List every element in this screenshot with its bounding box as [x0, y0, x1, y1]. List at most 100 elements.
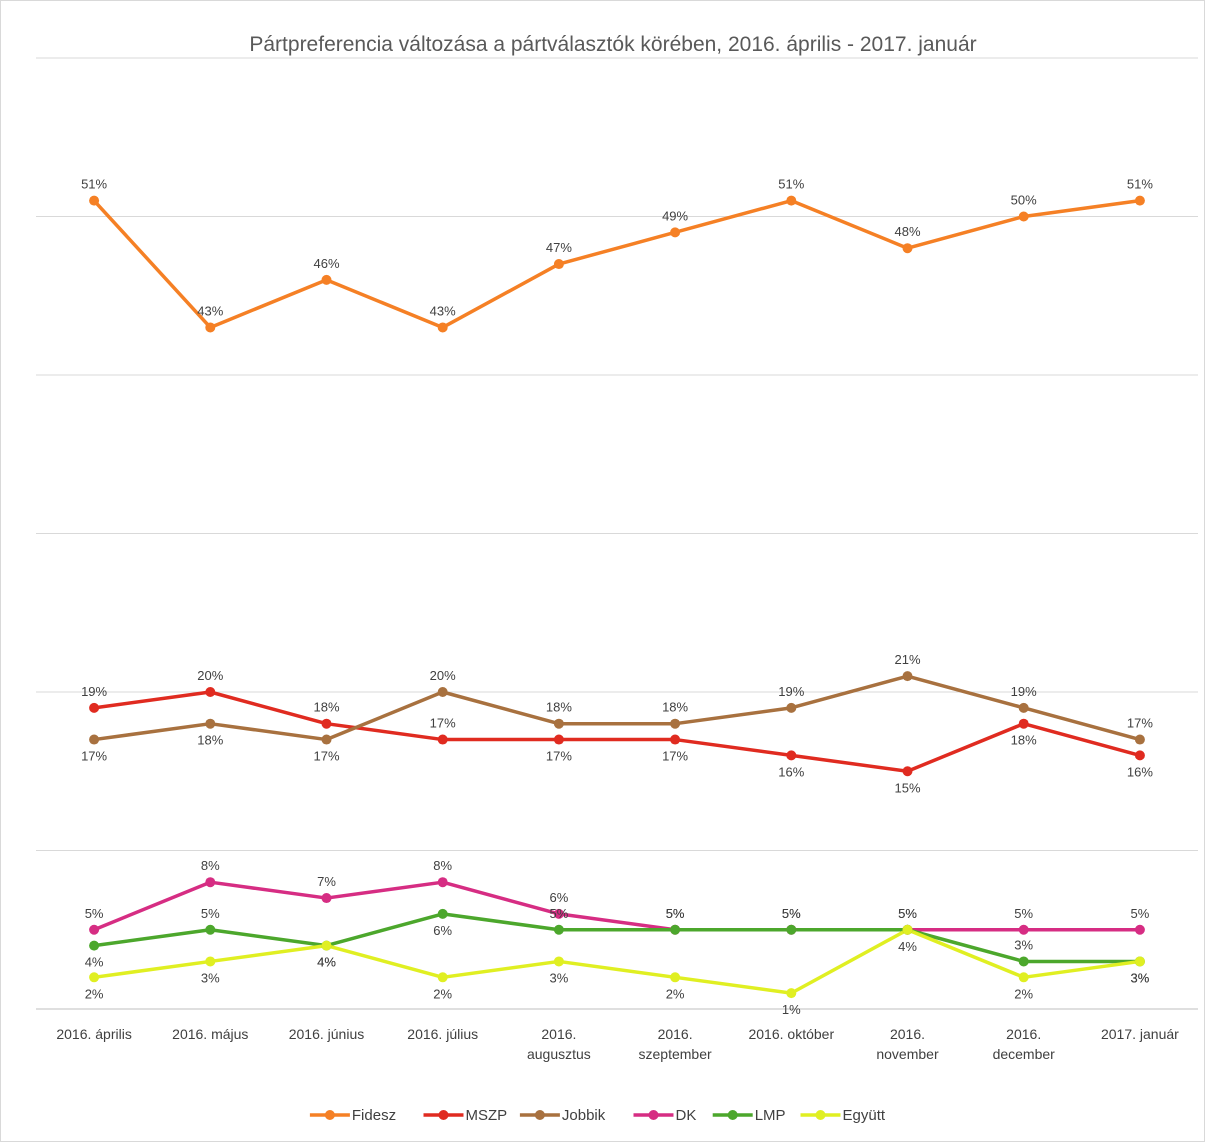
data-label-jobbik: 17%	[81, 749, 107, 764]
data-label-mszp: 16%	[778, 764, 804, 779]
data-point-jobbik	[670, 718, 681, 729]
data-label-lmp: 5%	[550, 906, 569, 921]
series-lines	[92, 198, 1141, 995]
data-point-fidesz	[1018, 211, 1029, 222]
data-label-mszp: 18%	[1011, 733, 1037, 748]
data-point-lmp	[1018, 956, 1029, 967]
legend-swatch-marker	[727, 1110, 738, 1120]
data-point-fidesz	[1134, 195, 1145, 206]
data-point-dk	[553, 908, 564, 919]
data-label-jobbik: 18%	[197, 733, 223, 748]
chart-title: Pártpreferencia változása a pártválasztó…	[249, 33, 976, 56]
data-label-egyutt: 2%	[433, 986, 452, 1001]
data-label-dk: 5%	[85, 906, 104, 921]
data-point-mszp	[786, 750, 797, 761]
data-point-egyutt	[1134, 956, 1145, 967]
series-line-jobbik	[93, 674, 1141, 742]
data-label-fidesz: 43%	[197, 303, 223, 318]
data-label-mszp: 20%	[197, 668, 223, 683]
legend-item-jobbik[interactable]: Jobbik	[519, 1107, 606, 1124]
data-label-fidesz: 51%	[778, 177, 804, 192]
data-point-mszp	[437, 734, 448, 745]
data-point-mszp	[670, 734, 681, 745]
data-labels: 51% 43% 46% 43% 47% 49% 51% 48% 50% 51% 19% 20% 18% 1…	[81, 177, 1153, 1018]
data-point-fidesz	[437, 322, 448, 333]
data-label-mszp: 19%	[81, 684, 107, 699]
x-tick-label: 2017. január	[1101, 1026, 1179, 1042]
data-label-mszp: 15%	[894, 780, 920, 795]
data-point-dk	[437, 877, 448, 888]
legend-item-fidesz[interactable]: Fidesz	[309, 1107, 396, 1124]
series-points	[89, 195, 1145, 999]
data-point-jobbik	[902, 671, 913, 682]
legend-swatch-marker	[324, 1110, 335, 1120]
data-label-lmp: 5%	[666, 906, 685, 921]
data-point-fidesz	[553, 259, 564, 270]
data-point-dk	[205, 877, 216, 888]
data-label-lmp: 4%	[85, 955, 104, 970]
data-label-dk: 6%	[550, 890, 569, 905]
data-label-dk: 7%	[317, 874, 336, 889]
data-point-egyutt	[205, 956, 216, 967]
data-label-jobbik: 17%	[313, 749, 339, 764]
data-point-egyutt	[786, 988, 797, 999]
data-label-egyutt: 2%	[666, 986, 685, 1001]
legend[interactable]: Fidesz MSZP Jobbik DK LMP Együtt	[309, 1107, 886, 1124]
data-label-jobbik: 20%	[430, 668, 456, 683]
data-label-lmp: 5%	[782, 906, 801, 921]
legend-item-dk[interactable]: DK	[633, 1107, 697, 1124]
data-point-mszp	[321, 718, 332, 729]
legend-label: Együtt	[843, 1107, 886, 1124]
legend-label: Jobbik	[562, 1107, 606, 1124]
data-point-fidesz	[89, 195, 100, 206]
data-label-egyutt: 4%	[317, 955, 336, 970]
data-label-fidesz: 49%	[662, 208, 688, 223]
data-label-jobbik: 18%	[546, 700, 572, 715]
legend-item-mszp[interactable]: MSZP	[423, 1107, 508, 1124]
data-point-dk	[1018, 924, 1029, 935]
series-line-egyutt	[93, 928, 1141, 995]
legend-label: LMP	[755, 1107, 786, 1124]
data-point-dk	[321, 893, 332, 904]
data-point-jobbik	[1018, 702, 1029, 713]
data-label-lmp: 4%	[317, 955, 336, 970]
data-point-lmp	[553, 924, 564, 935]
data-point-fidesz	[902, 243, 913, 254]
data-label-mszp: 17%	[662, 749, 688, 764]
data-label-dk: 8%	[433, 858, 452, 873]
data-label-jobbik: 18%	[662, 700, 688, 715]
data-point-egyutt	[902, 924, 913, 935]
data-point-fidesz	[321, 274, 332, 285]
data-label-dk: 5%	[782, 906, 801, 921]
data-point-egyutt	[321, 940, 332, 951]
data-label-fidesz: 51%	[1127, 177, 1153, 192]
data-point-lmp	[786, 924, 797, 935]
data-label-lmp: 3%	[1014, 937, 1033, 952]
legend-item-lmp[interactable]: LMP	[712, 1107, 786, 1124]
data-label-fidesz: 51%	[81, 177, 107, 192]
data-label-jobbik: 21%	[894, 652, 920, 667]
data-point-mszp	[902, 766, 913, 777]
data-label-lmp: 5%	[201, 906, 220, 921]
x-tick-label: 2016. július	[407, 1026, 478, 1042]
legend-item-egyutt[interactable]: Együtt	[800, 1107, 886, 1124]
series-line-mszp	[93, 690, 1141, 773]
data-point-jobbik	[321, 734, 332, 745]
series-line-dk	[93, 880, 1140, 932]
data-point-jobbik	[437, 687, 448, 697]
data-point-lmp	[437, 908, 448, 919]
data-label-jobbik: 19%	[778, 684, 804, 699]
data-point-jobbik	[205, 718, 216, 729]
legend-swatch-marker	[534, 1110, 545, 1120]
x-tick-label: 2016. augusztus	[527, 1026, 591, 1062]
data-label-dk: 8%	[201, 858, 220, 873]
data-label-fidesz: 50%	[1011, 193, 1037, 208]
data-point-fidesz	[205, 322, 216, 333]
data-point-mszp	[553, 734, 564, 745]
x-tick-label: 2016. december	[993, 1026, 1056, 1062]
data-label-dk: 5%	[1014, 906, 1033, 921]
data-label-fidesz: 47%	[546, 240, 572, 255]
data-point-jobbik	[786, 702, 797, 713]
